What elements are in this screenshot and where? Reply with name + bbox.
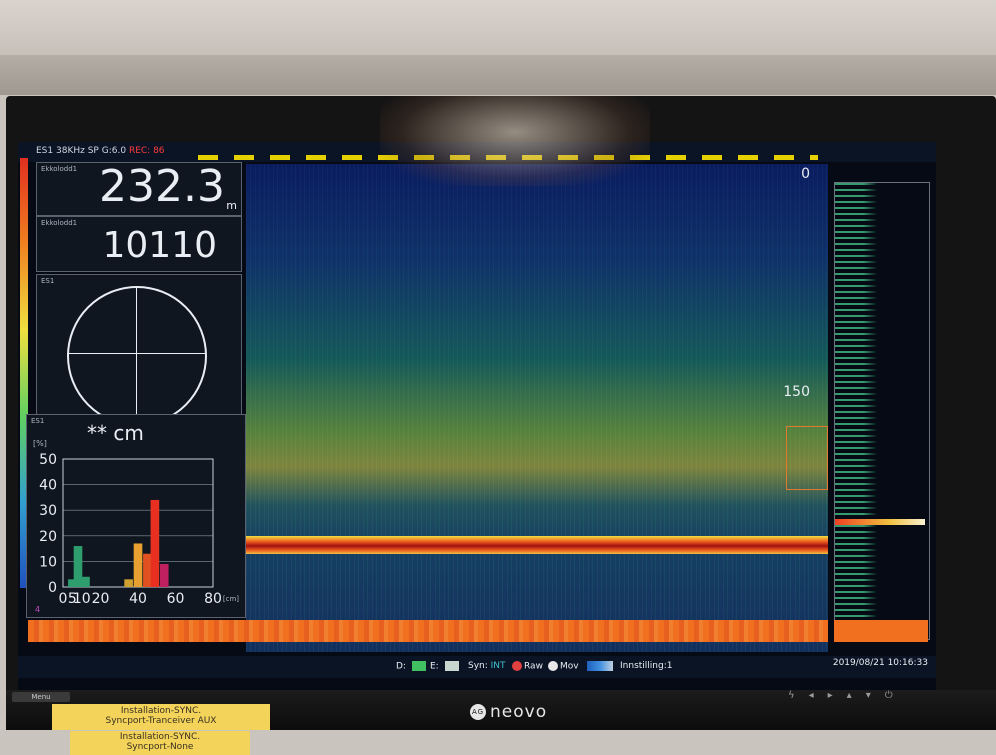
histogram-bar <box>68 579 77 587</box>
ceiling-strip <box>0 55 996 95</box>
histogram-x-tick-label: 80 <box>204 591 222 607</box>
histogram-x-tick-label: 60 <box>167 591 185 607</box>
depth-panel[interactable]: Ekkolodd1 232.3 m <box>36 161 242 216</box>
histogram-footer-value: 4 <box>35 605 41 614</box>
depth-label-middle: 150 <box>783 384 810 400</box>
histogram-bar <box>124 579 133 587</box>
mov-label: Mov <box>560 661 579 672</box>
crosshair-circle <box>67 286 207 426</box>
histogram-bar <box>81 576 90 587</box>
mode-indicator <box>584 661 613 672</box>
sync-label: Syn: <box>468 661 488 671</box>
brand-name: neovo <box>490 702 548 722</box>
raw-dot-icon <box>512 661 522 671</box>
monitor-control-buttons[interactable]: ϟ◂▸▴▾⏻ <box>788 690 907 701</box>
ping-marker-row <box>198 155 818 160</box>
histogram-bar <box>133 543 143 587</box>
frequency-label: 38KHz SP <box>56 146 99 156</box>
histogram-title: ** cm <box>87 421 144 445</box>
sticker-line2: Syncport-Tranceiver AUX <box>105 716 217 726</box>
sticker-sync-aux: Installation-SYNC. Syncport-Tranceiver A… <box>52 704 270 730</box>
selection-box[interactable] <box>786 426 828 490</box>
mov-dot-icon <box>548 661 558 671</box>
monitor-brand: AG neovo <box>470 702 547 722</box>
sync-value: INT <box>490 661 506 671</box>
depth-value: 232.3 <box>99 161 225 212</box>
size-histogram-panel[interactable]: ES1 ** cm [%] 0 10 20 30 40 50 0 5 10 20 40 60 80 [c… <box>26 414 246 618</box>
sticker-line2: Syncport-None <box>126 742 194 752</box>
a-scope-signal <box>835 183 929 639</box>
crosshair-panel[interactable]: ES1 <box>36 274 242 426</box>
histogram-x-tick-label: 10 <box>73 591 91 607</box>
counter-panel[interactable]: Ekkolodd1 10110 <box>36 216 242 272</box>
histogram-panel-label: ES1 <box>31 417 45 425</box>
sticker-line1: Installation-SYNC. <box>119 732 201 742</box>
a-scope-color-strip <box>834 620 928 642</box>
raw-label: Raw <box>524 661 543 672</box>
raw-toggle[interactable]: Raw <box>512 661 543 672</box>
bottom-color-strip <box>28 620 828 642</box>
histogram-x-tick-label: 0 <box>59 591 68 607</box>
histogram-bar <box>73 546 83 587</box>
a-scope-panel[interactable] <box>834 182 930 640</box>
histogram-y-tick-label: 30 <box>39 503 57 519</box>
histogram-y-tick-label: 40 <box>39 478 57 494</box>
histogram-y-tick-label: 20 <box>39 529 57 545</box>
top-status-bar: ES1 38KHz SP G:6.0 REC: 86 <box>18 142 936 162</box>
monitor-menu-button[interactable]: Menu <box>12 692 70 702</box>
power-icon[interactable]: ⏻ <box>884 690 907 701</box>
histogram-x-tick-label: 20 <box>92 591 110 607</box>
bottom-status-bar: D: E: Syn: INT Raw Mov Innstilling:1 201… <box>18 656 936 678</box>
crosshair-panel-label: ES1 <box>41 277 55 285</box>
histogram-x-tick-label: 40 <box>129 591 147 607</box>
d-color-square <box>411 661 426 671</box>
arrow-down-icon[interactable]: ▾ <box>865 690 885 701</box>
histogram-y-tick-label: 50 <box>39 452 57 468</box>
depth-panel-label: Ekkolodd1 <box>41 165 78 173</box>
crosshair-vertical <box>136 287 137 423</box>
histogram-bar <box>150 499 160 587</box>
e-color-square <box>444 661 459 671</box>
gain-label: G:6.0 <box>101 146 127 156</box>
a-scope-bottom-peak <box>835 519 925 525</box>
counter-panel-label: Ekkolodd1 <box>41 219 78 227</box>
brand-badge-icon: AG <box>470 704 486 720</box>
mode-gradient-icon <box>587 661 613 671</box>
setting-label[interactable]: Innstilling:1 <box>620 661 673 671</box>
histogram-y-tick-label: 0 <box>48 580 57 596</box>
e-label: E: <box>430 661 439 672</box>
sync-indicator[interactable]: Syn: INT <box>468 661 506 671</box>
seabed-echo-line <box>246 536 828 554</box>
color-scale-bar <box>20 158 28 588</box>
histogram-bar <box>143 553 152 587</box>
histogram-y-unit: [%] <box>33 439 47 448</box>
sticker-line1: Installation-SYNC. <box>120 706 202 716</box>
d-indicator[interactable]: D: <box>396 661 426 672</box>
timestamp: 2019/08/21 10:16:33 <box>832 658 928 668</box>
arrow-left-icon[interactable]: ◂ <box>808 690 828 701</box>
depth-unit: m <box>226 199 237 212</box>
transducer-name: ES1 <box>36 146 54 156</box>
counter-value: 10110 <box>102 225 217 266</box>
transducer-info: ES1 38KHz SP G:6.0 REC: 86 <box>36 146 165 156</box>
lightning-icon[interactable]: ϟ <box>788 690 809 701</box>
mov-toggle[interactable]: Mov <box>548 661 579 672</box>
arrow-right-icon[interactable]: ▸ <box>827 690 847 701</box>
arrow-up-icon[interactable]: ▴ <box>846 690 866 701</box>
d-label: D: <box>396 661 406 672</box>
monitor-screen: ES1 38KHz SP G:6.0 REC: 86 Ekkolodd1 232… <box>18 142 936 690</box>
echogram[interactable]: 0 150 300 <box>246 164 828 652</box>
histogram-y-tick-label: 10 <box>39 554 57 570</box>
depth-label-top: 0 <box>801 166 810 182</box>
e-indicator[interactable]: E: <box>430 661 459 672</box>
histogram-bar <box>159 563 169 587</box>
rec-label: REC: 86 <box>128 146 165 156</box>
histogram-x-unit: [cm] <box>222 595 239 603</box>
histogram-x-tick-label: 5 <box>68 591 77 607</box>
sticker-sync-none: Installation-SYNC. Syncport-None <box>70 731 250 755</box>
